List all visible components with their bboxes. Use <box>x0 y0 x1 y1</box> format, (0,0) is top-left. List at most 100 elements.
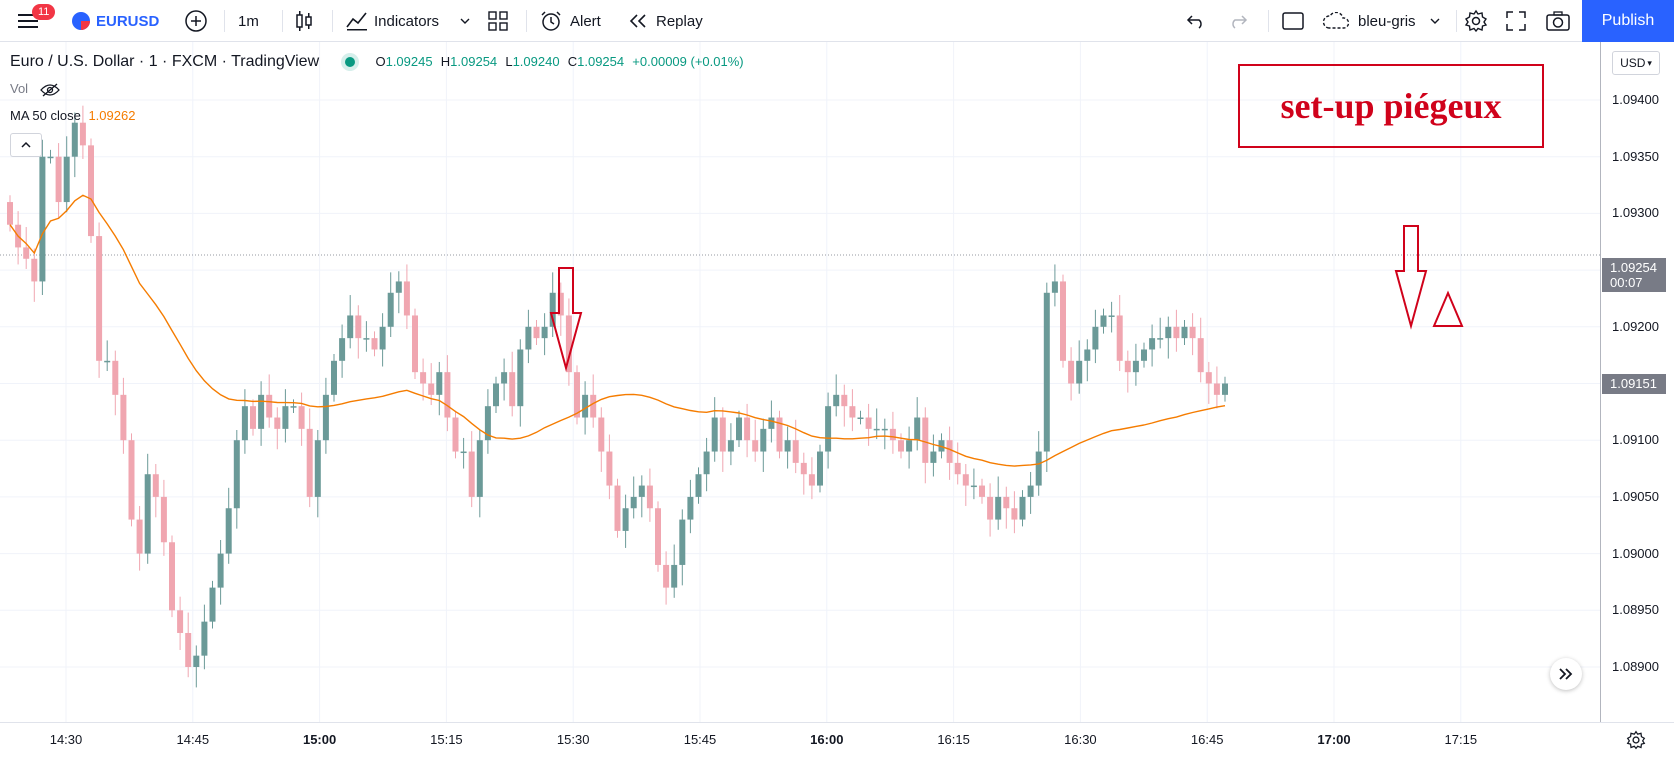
triangle-annotation <box>1432 290 1464 327</box>
volume-legend[interactable]: Vol <box>10 81 60 97</box>
candle-body <box>1205 372 1212 384</box>
candle-body <box>395 281 402 293</box>
candle-body <box>1197 338 1204 373</box>
candle-body <box>452 417 459 452</box>
redo-icon[interactable] <box>1228 0 1248 42</box>
volume-label: Vol <box>10 81 29 96</box>
close-value: 1.09254 <box>577 54 625 69</box>
toolbar-divider <box>526 10 527 32</box>
down-arrow-annotation <box>549 267 583 372</box>
candle-body <box>638 485 645 497</box>
candle-body <box>88 145 94 237</box>
candle-body <box>808 474 815 486</box>
candle-body <box>995 496 1002 520</box>
symbol-title[interactable]: Euro / U.S. Dollar · 1 · FXCM · TradingV… <box>10 53 320 70</box>
candle-type-icon[interactable] <box>294 0 314 42</box>
candle-body <box>266 394 273 418</box>
publish-button[interactable]: Publish <box>1582 0 1674 42</box>
candle-body <box>695 474 702 497</box>
price-chart[interactable] <box>0 42 1600 722</box>
candle-body <box>1181 326 1188 339</box>
candle-body <box>768 417 775 429</box>
high-label: H <box>440 54 451 69</box>
undo-icon[interactable] <box>1186 0 1206 42</box>
candle-body <box>290 406 297 408</box>
price-tick-label: 1.09050 <box>1612 488 1659 504</box>
low-value: 1.09240 <box>512 54 560 69</box>
scroll-to-realtime-button[interactable] <box>1550 658 1582 690</box>
candle-body <box>1141 349 1147 361</box>
candle-body <box>39 156 46 282</box>
candle-body <box>306 428 313 497</box>
price-axis-border <box>1600 42 1601 722</box>
candle-body <box>1213 383 1220 395</box>
ma-legend[interactable]: MA 50 close 1.09262 <box>10 108 135 123</box>
candle-body <box>1165 326 1172 339</box>
notifications-badge[interactable]: 11 <box>32 4 56 20</box>
fullscreen-layout-icon[interactable] <box>1282 0 1304 42</box>
candle-body <box>1011 508 1018 520</box>
candle-body <box>792 440 799 463</box>
candle-body <box>663 564 670 588</box>
candle-body <box>31 258 38 282</box>
open-label: O <box>375 54 386 69</box>
candle-body <box>412 315 418 373</box>
compare-add-icon[interactable] <box>184 0 208 42</box>
top-toolbar: 11 EURUSD 1m Indicators Alert Replay <box>0 0 1674 42</box>
high-value: 1.09254 <box>450 54 498 69</box>
candle-body <box>128 440 135 520</box>
templates-icon[interactable] <box>488 0 508 42</box>
current-price-tag: 1.09254 00:07 <box>1602 258 1666 292</box>
expand-icon[interactable] <box>1506 0 1526 42</box>
time-tick-label: 17:00 <box>1317 732 1351 747</box>
candle-body <box>1149 338 1156 350</box>
candle-body <box>889 428 896 441</box>
candle-body <box>906 440 913 452</box>
legend-collapse-button[interactable] <box>10 133 42 157</box>
alert-button[interactable]: Alert <box>540 0 601 42</box>
candle-body <box>646 485 653 509</box>
menu-icon[interactable] <box>18 0 40 42</box>
layout-selector[interactable]: bleu-gris <box>1322 0 1440 42</box>
chevron-down-icon[interactable] <box>460 0 470 42</box>
market-status-icon <box>345 57 356 68</box>
candle-body <box>258 394 265 429</box>
candle-body <box>614 485 621 531</box>
candle-body <box>898 440 904 452</box>
open-value: 1.09245 <box>385 54 433 69</box>
candle-body <box>817 451 823 486</box>
replay-button[interactable]: Replay <box>628 0 703 42</box>
candle-body <box>501 372 508 384</box>
cloud-icon <box>1322 12 1350 29</box>
candle-body <box>736 417 742 441</box>
eye-hidden-icon[interactable] <box>39 83 60 97</box>
candle-body <box>711 417 718 452</box>
rewind-icon <box>629 14 646 28</box>
time-tick-label: 14:30 <box>49 732 83 747</box>
candle-body <box>136 519 143 554</box>
chart-legend: Euro / U.S. Dollar · 1 · FXCM · TradingV… <box>10 53 744 71</box>
indicators-button[interactable]: Indicators <box>346 0 439 42</box>
candle-body <box>371 338 378 350</box>
candle-body <box>687 496 694 520</box>
price-tick-label: 1.09400 <box>1612 92 1659 107</box>
current-price: 1.09254 <box>1610 260 1657 275</box>
settings-gear-icon[interactable] <box>1626 730 1646 755</box>
euro-flag-icon <box>72 12 90 30</box>
gear-icon[interactable] <box>1464 0 1488 42</box>
setup-annotation-box[interactable]: set-up piégeux <box>1238 64 1544 148</box>
symbol-search-button[interactable]: EURUSD <box>72 0 159 42</box>
interval-button[interactable]: 1m <box>238 12 259 30</box>
candle-body <box>622 508 629 531</box>
camera-icon[interactable] <box>1546 0 1570 42</box>
currency-selector[interactable]: USD ▾ <box>1612 51 1660 75</box>
candle-body <box>339 338 346 361</box>
candle-body <box>152 474 159 497</box>
time-axis[interactable] <box>0 722 1674 760</box>
candle-body <box>298 406 305 429</box>
toolbar-divider <box>224 10 225 32</box>
time-tick-label: 16:15 <box>937 732 970 747</box>
candle-body <box>1092 326 1099 350</box>
candle-body <box>347 315 354 339</box>
candle-body <box>104 360 111 363</box>
